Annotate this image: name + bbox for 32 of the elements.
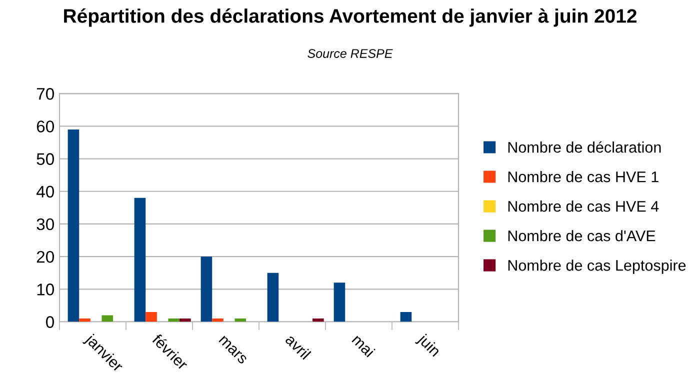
bar [334, 282, 346, 322]
legend-label: Nombre de cas HVE 1 [508, 171, 658, 182]
bar [212, 318, 224, 322]
y-tick-label: 10 [37, 284, 54, 296]
y-tick-label: 70 [36, 88, 54, 100]
y-tick-label: 60 [36, 120, 54, 132]
y-tick-label: 50 [36, 153, 54, 165]
bar [200, 256, 212, 322]
bar [400, 312, 412, 322]
bar [168, 318, 180, 322]
bar [267, 272, 279, 322]
bar [134, 198, 146, 322]
legend-label: Nombre de cas Leptospire [508, 260, 686, 274]
chart-subtitle: Source RESPE [308, 49, 393, 58]
x-tick-label: avril [284, 333, 312, 360]
bar [79, 318, 90, 322]
bar [180, 318, 191, 322]
y-tick-label: 20 [36, 250, 54, 263]
y-tick-label: 0 [46, 316, 54, 328]
legend-label: Nombre de déclaration [508, 141, 661, 153]
legend-label: Nombre de cas d'AVE [508, 230, 656, 242]
bar [234, 318, 246, 322]
bar [312, 318, 324, 322]
y-tick-label: 40 [36, 186, 54, 198]
bar [146, 312, 157, 322]
x-tick-label: juin [414, 332, 442, 360]
legend-label: Nombre de cas HVE 4 [508, 200, 659, 212]
bar [68, 129, 80, 322]
chart-title: Répartition des déclarations Avortement de janvier à juin 2012 [64, 8, 636, 27]
y-tick-label: 30 [36, 218, 54, 230]
x-tick-label: mai [352, 334, 376, 358]
bar [102, 315, 114, 322]
